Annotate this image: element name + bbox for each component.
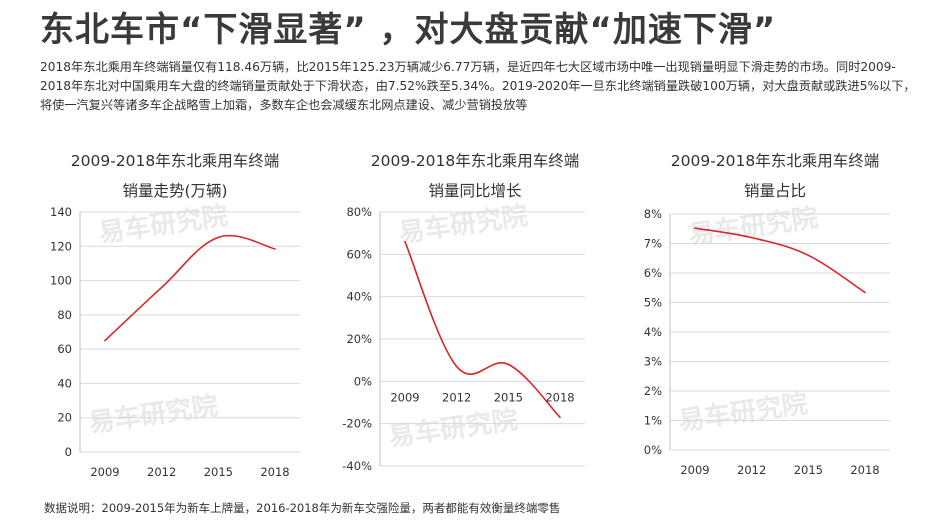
- y-tick-label: 5%: [644, 296, 662, 310]
- y-tick-label: 0: [65, 445, 72, 459]
- chart-title-line-1: 2009-2018年东北乘用车终端: [670, 152, 880, 170]
- y-tick-label: 0%: [644, 443, 662, 457]
- y-tick-label: 8%: [644, 207, 662, 221]
- chart-title-line-1: 2009-2018年东北乘用车终端: [70, 152, 280, 170]
- data-point: [455, 365, 458, 368]
- y-tick-label: 4%: [644, 325, 662, 339]
- chart-market-share: 易车研究院 易车研究院 0% 1% 2% 3% 4% 5% 6% 7% 8% 2009 2012 2015…: [625, 140, 925, 480]
- y-tick-label: 100: [50, 274, 72, 288]
- series-line: [694, 227, 866, 294]
- y-tick-label: -40%: [342, 459, 372, 473]
- y-tick-label: 140: [50, 205, 72, 219]
- page-description: 2018年东北乘用车终端销量仅有118.46万辆，比2015年125.23万辆减…: [40, 60, 916, 112]
- data-point: [104, 339, 106, 342]
- data-point: [404, 240, 406, 243]
- series-line: [404, 241, 561, 418]
- x-tick-label: 2015: [794, 463, 823, 477]
- y-tick-label: 3%: [644, 355, 662, 369]
- y-tick-label: 20%: [346, 332, 372, 346]
- x-tick-label: 2012: [737, 463, 766, 477]
- y-tick-label: 60: [57, 342, 72, 356]
- chart-title-line-2: 销量走势(万辆): [122, 182, 228, 200]
- y-tick-label: 2%: [644, 384, 662, 398]
- data-point: [160, 286, 163, 289]
- data-point: [750, 236, 753, 239]
- x-tick-label: 2012: [442, 390, 471, 404]
- chart-title-line-2: 销量占比: [743, 182, 806, 200]
- data-point: [274, 248, 276, 250]
- y-tick-label: -20%: [342, 417, 372, 431]
- y-tick-label: 40%: [346, 290, 372, 304]
- data-point: [807, 254, 810, 257]
- chart-title: 2009-2018年东北乘用车终端 销量同比增长: [325, 146, 625, 206]
- chart-yoy-growth: 易车研究院 易车研究院 -40% -20% 0% 20% 40% 60% 80% 2009 2012…: [325, 140, 625, 480]
- y-tick-label: 40: [57, 376, 72, 390]
- y-tick-label: 7%: [644, 237, 662, 251]
- x-tick-label: 2015: [494, 390, 523, 404]
- y-tick-label: 120: [50, 239, 72, 253]
- x-tick-label: 2018: [545, 390, 574, 404]
- watermark-text: 易车研究院: [677, 388, 810, 437]
- chart-title: 2009-2018年东北乘用车终端 销量占比: [625, 146, 925, 206]
- y-tick-label: 20: [57, 411, 72, 425]
- data-point: [217, 236, 220, 239]
- chart-title-line-2: 销量同比增长: [428, 182, 522, 200]
- x-tick-label: 2009: [390, 390, 419, 404]
- watermark-text: 易车研究院: [387, 404, 520, 453]
- chart-title-line-1: 2009-2018年东北乘用车终端: [370, 152, 580, 170]
- watermark-text: 易车研究院: [397, 200, 530, 249]
- data-point: [559, 416, 561, 419]
- x-tick-label: 2012: [147, 465, 176, 479]
- y-tick-label: 1%: [644, 414, 662, 428]
- x-tick-label: 2009: [90, 465, 119, 479]
- data-point: [864, 291, 866, 294]
- y-tick-label: 6%: [644, 266, 662, 280]
- data-footnote: 数据说明：2009-2015年为新车上牌量，2016-2018年为新车交强险量，…: [44, 501, 561, 515]
- series-line: [104, 234, 276, 342]
- y-tick-label: 80%: [346, 205, 372, 219]
- x-tick-label: 2018: [850, 463, 879, 477]
- y-tick-label: 80: [57, 308, 72, 322]
- data-point: [507, 363, 510, 366]
- page-title: 东北车市“下滑显著” ，对大盘贡献“加速下滑”: [40, 10, 777, 50]
- watermark-text: 易车研究院: [87, 390, 220, 439]
- y-tick-label: 0%: [354, 374, 372, 388]
- x-tick-label: 2015: [204, 465, 233, 479]
- data-point: [694, 227, 696, 229]
- chart-sales-trend: 易车研究院 易车研究院 0 20 40 60 80 100 120 140 2009 2012 2015…: [25, 140, 325, 480]
- y-tick-label: 60%: [346, 247, 372, 261]
- x-tick-label: 2018: [260, 465, 289, 479]
- x-tick-label: 2009: [680, 463, 709, 477]
- chart-title: 2009-2018年东北乘用车终端 销量走势(万辆): [25, 146, 325, 206]
